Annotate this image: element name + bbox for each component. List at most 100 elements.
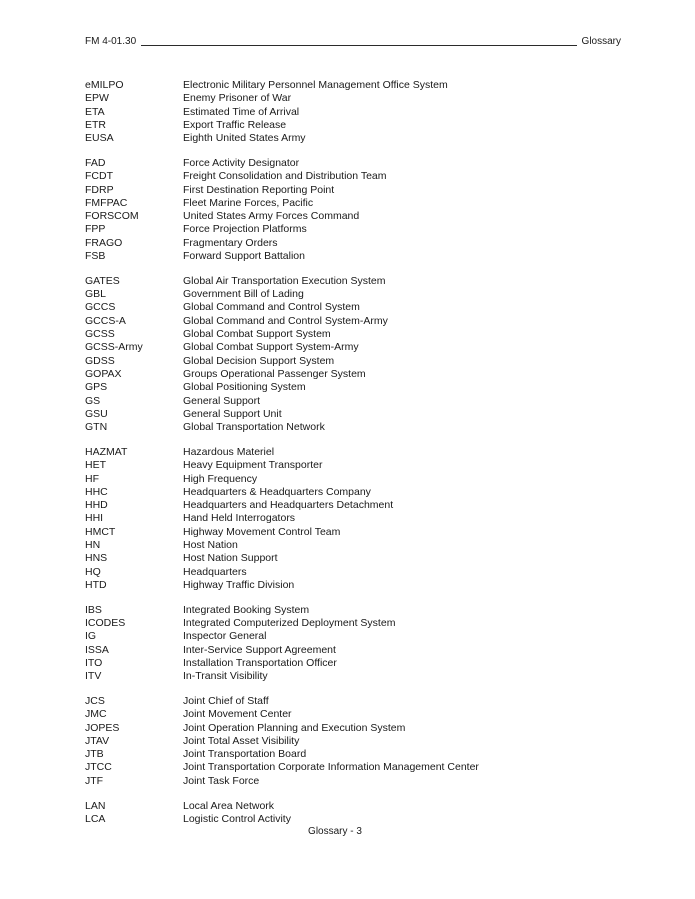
glossary-row: JCS Joint Chief of Staff xyxy=(85,695,655,708)
definition: Government Bill of Lading xyxy=(183,288,304,301)
definition: Integrated Computerized Deployment Syste… xyxy=(183,616,396,629)
definition: General Support Unit xyxy=(183,407,282,420)
definition: Global Command and Control System-Army xyxy=(183,314,388,327)
acronym: GOPAX xyxy=(85,367,122,380)
glossary-row: IG Inspector General xyxy=(85,630,655,643)
definition: Logistic Control Activity xyxy=(183,812,291,825)
glossary-row: GPS Global Positioning System xyxy=(85,381,655,394)
definition: Global Positioning System xyxy=(183,381,306,394)
glossary-row: LAN Local Area Network xyxy=(85,800,655,813)
definition: Global Air Transportation Execution Syst… xyxy=(183,274,386,287)
definition: High Frequency xyxy=(183,472,258,485)
glossary-row: GDSS Global Decision Support System xyxy=(85,355,655,368)
acronym: ITV xyxy=(85,670,102,683)
glossary-row: GSU General Support Unit xyxy=(85,408,655,421)
definition: Global Combat Support System xyxy=(183,328,331,341)
glossary-row: GCCS-A Global Command and Control System… xyxy=(85,315,655,328)
definition: Export Traffic Release xyxy=(183,118,287,131)
page-header: FM 4-01.30 Glossary xyxy=(85,36,621,48)
acronym: HMCT xyxy=(85,525,116,538)
glossary-row: GATES Global Air Transportation Executio… xyxy=(85,275,655,288)
acronym: GDSS xyxy=(85,354,115,367)
definition: Integrated Booking System xyxy=(183,603,310,616)
definition: Force Projection Platforms xyxy=(183,223,307,236)
glossary-row: GOPAX Groups Operational Passenger Syste… xyxy=(85,368,655,381)
glossary-group: GATES Global Air Transportation Executio… xyxy=(85,275,655,435)
glossary-row: FORSCOM United States Army Forces Comman… xyxy=(85,210,655,223)
glossary-row: GS General Support xyxy=(85,395,655,408)
definition: Joint Total Asset Visibility xyxy=(183,734,300,747)
definition: Fragmentary Orders xyxy=(183,236,278,249)
glossary-row: GCSS Global Combat Support System xyxy=(85,328,655,341)
glossary-row: HF High Frequency xyxy=(85,473,655,486)
glossary-group: FAD Force Activity Designator FCDT Freig… xyxy=(85,157,655,263)
definition: Groups Operational Passenger System xyxy=(183,367,366,380)
glossary-row: FDRP First Destination Reporting Point xyxy=(85,184,655,197)
definition: Estimated Time of Arrival xyxy=(183,105,300,118)
glossary-group: HAZMAT Hazardous Materiel HET Heavy Equi… xyxy=(85,446,655,592)
acronym: JCS xyxy=(85,694,105,707)
glossary-row: ICODES Integrated Computerized Deploymen… xyxy=(85,617,655,630)
definition: Forward Support Battalion xyxy=(183,250,305,263)
definition: Host Nation Support xyxy=(183,552,278,565)
header-section-label: Glossary xyxy=(581,36,621,47)
glossary-row: HHI Hand Held Interrogators xyxy=(85,512,655,525)
glossary-row: ITV In-Transit Visibility xyxy=(85,670,655,683)
definition: Hand Held Interrogators xyxy=(183,512,296,525)
acronym: HAZMAT xyxy=(85,445,128,458)
definition: Highway Traffic Division xyxy=(183,578,295,591)
glossary-row: FMFPAC Fleet Marine Forces, Pacific xyxy=(85,197,655,210)
glossary-row: EPW Enemy Prisoner of War xyxy=(85,92,655,105)
glossary-row: GCSS-Army Global Combat Support System-A… xyxy=(85,341,655,354)
definition: General Support xyxy=(183,394,261,407)
acronym: FPP xyxy=(85,223,106,236)
acronym: HQ xyxy=(85,565,101,578)
acronym: ICODES xyxy=(85,616,126,629)
acronym: GPS xyxy=(85,381,108,394)
glossary-row: ISSA Inter-Service Support Agreement xyxy=(85,644,655,657)
acronym: EPW xyxy=(85,92,109,105)
acronym: FDRP xyxy=(85,183,114,196)
glossary-row: IBS Integrated Booking System xyxy=(85,604,655,617)
glossary-group: JCS Joint Chief of Staff JMC Joint Movem… xyxy=(85,695,655,788)
glossary-row: FCDT Freight Consolidation and Distribut… xyxy=(85,170,655,183)
definition: Joint Operation Planning and Execution S… xyxy=(183,721,406,734)
glossary-row: HN Host Nation xyxy=(85,539,655,552)
glossary-row: FPP Force Projection Platforms xyxy=(85,223,655,236)
acronym: HTD xyxy=(85,578,107,591)
acronym: HNS xyxy=(85,552,108,565)
glossary-row: JTAV Joint Total Asset Visibility xyxy=(85,735,655,748)
definition: Enemy Prisoner of War xyxy=(183,92,292,105)
glossary-row: HET Heavy Equipment Transporter xyxy=(85,459,655,472)
definition: In-Transit Visibility xyxy=(183,670,268,683)
acronym: FMFPAC xyxy=(85,196,128,209)
definition: First Destination Reporting Point xyxy=(183,183,335,196)
acronym: HET xyxy=(85,459,106,472)
acronym: GATES xyxy=(85,274,120,287)
acronym: IBS xyxy=(85,603,102,616)
acronym: GCSS-Army xyxy=(85,341,143,354)
acronym: JTB xyxy=(85,748,104,761)
glossary-list: eMILPO Electronic Military Personnel Man… xyxy=(85,79,655,838)
glossary-row: JTB Joint Transportation Board xyxy=(85,748,655,761)
definition: Headquarters xyxy=(183,565,247,578)
acronym: EUSA xyxy=(85,132,114,145)
glossary-row: LCA Logistic Control Activity xyxy=(85,813,655,826)
acronym: LAN xyxy=(85,799,106,812)
glossary-row: FAD Force Activity Designator xyxy=(85,157,655,170)
acronym: IG xyxy=(85,630,97,643)
definition: Local Area Network xyxy=(183,799,275,812)
page-number: Glossary - 3 xyxy=(308,826,362,837)
definition: Hazardous Materiel xyxy=(183,445,275,458)
acronym: ETR xyxy=(85,118,106,131)
glossary-row: ITO Installation Transportation Officer xyxy=(85,657,655,670)
header-rule xyxy=(141,45,577,46)
glossary-row: HAZMAT Hazardous Materiel xyxy=(85,446,655,459)
definition: Force Activity Designator xyxy=(183,156,300,169)
glossary-row: ETA Estimated Time of Arrival xyxy=(85,106,655,119)
acronym: JMC xyxy=(85,708,107,721)
acronym: FORSCOM xyxy=(85,210,139,223)
acronym: JOPES xyxy=(85,721,120,734)
glossary-row: HNS Host Nation Support xyxy=(85,552,655,565)
acronym: LCA xyxy=(85,812,106,825)
